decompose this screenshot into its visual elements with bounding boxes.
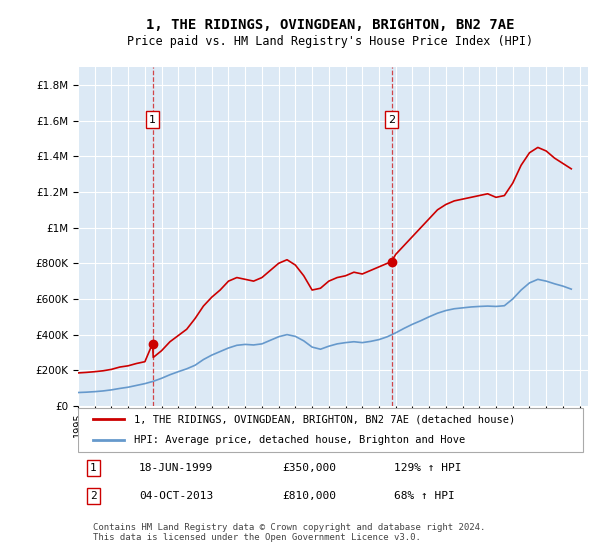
Text: 18-JUN-1999: 18-JUN-1999 (139, 463, 214, 473)
Text: 1: 1 (149, 115, 156, 125)
Text: 129% ↑ HPI: 129% ↑ HPI (394, 463, 462, 473)
Text: £810,000: £810,000 (282, 491, 336, 501)
Text: Price paid vs. HM Land Registry's House Price Index (HPI): Price paid vs. HM Land Registry's House … (127, 35, 533, 49)
Text: 68% ↑ HPI: 68% ↑ HPI (394, 491, 455, 501)
Text: 1, THE RIDINGS, OVINGDEAN, BRIGHTON, BN2 7AE: 1, THE RIDINGS, OVINGDEAN, BRIGHTON, BN2… (146, 18, 514, 32)
Text: 2: 2 (388, 115, 395, 125)
Text: HPI: Average price, detached house, Brighton and Hove: HPI: Average price, detached house, Brig… (134, 435, 466, 445)
Text: 1: 1 (90, 463, 97, 473)
Text: 04-OCT-2013: 04-OCT-2013 (139, 491, 214, 501)
Text: £350,000: £350,000 (282, 463, 336, 473)
Text: 2: 2 (90, 491, 97, 501)
Text: 1, THE RIDINGS, OVINGDEAN, BRIGHTON, BN2 7AE (detached house): 1, THE RIDINGS, OVINGDEAN, BRIGHTON, BN2… (134, 414, 515, 424)
Text: Contains HM Land Registry data © Crown copyright and database right 2024.
This d: Contains HM Land Registry data © Crown c… (94, 523, 485, 542)
FancyBboxPatch shape (78, 408, 583, 451)
